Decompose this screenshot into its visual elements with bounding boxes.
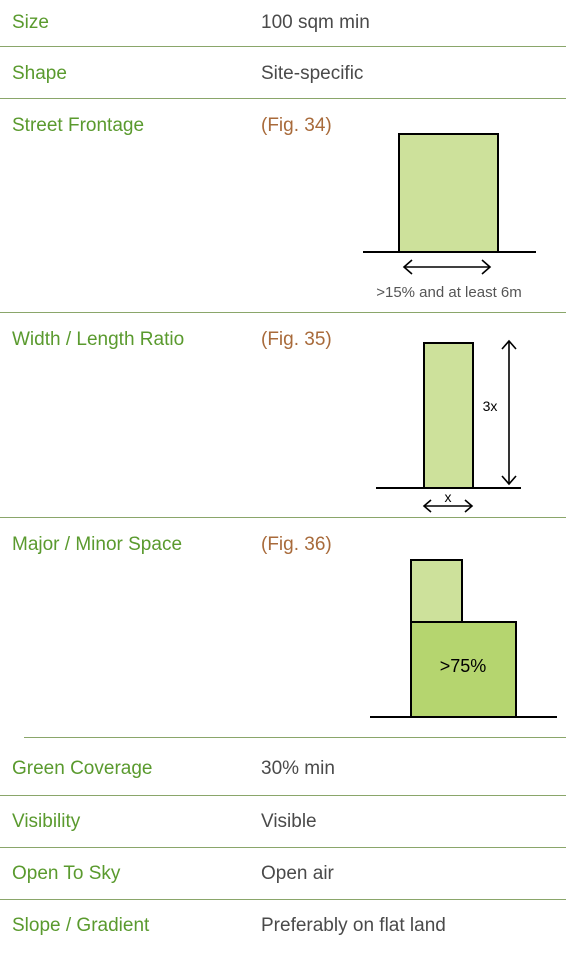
row-major-minor-space: Major / Minor Space (Fig. 36) >75% [0, 518, 566, 737]
figure-reference: (Fig. 36) [261, 534, 332, 555]
width-label: x [445, 489, 452, 505]
row-label: Shape [12, 63, 67, 84]
row-street-frontage: Street Frontage (Fig. 34) >15% and at le… [0, 99, 566, 312]
minor-space [410, 559, 463, 623]
figure-reference: (Fig. 35) [261, 329, 332, 350]
divider [0, 847, 566, 848]
major-space-percent: >75% [440, 656, 487, 676]
row-label: Street Frontage [12, 115, 145, 136]
row-value: Preferably on flat land [261, 915, 446, 936]
row-label: Visibility [12, 811, 81, 832]
row-value: 100 sqm min [261, 12, 370, 33]
row-label: Green Coverage [12, 758, 153, 779]
row-size: Size 100 sqm min [0, 0, 566, 46]
row-label: Major / Minor Space [12, 534, 183, 555]
height-label: 3x [483, 398, 498, 414]
divider [0, 98, 566, 99]
row-label: Size [12, 12, 49, 33]
arrow-head-bottom [501, 475, 517, 486]
figure-reference: (Fig. 34) [261, 115, 332, 136]
street-frontage-figure: >15% and at least 6m [363, 133, 536, 301]
arrow-head-left [402, 259, 413, 275]
divider [24, 737, 566, 738]
arrow-head-right [481, 259, 492, 275]
arrow-head-top [501, 339, 517, 350]
row-width-length-ratio: Width / Length Ratio (Fig. 35) 3x x [0, 313, 566, 517]
divider [0, 517, 566, 518]
major-space [410, 621, 517, 718]
row-value: Site-specific [261, 63, 364, 84]
row-label: Width / Length Ratio [12, 329, 185, 350]
row-label: Slope / Gradient [12, 915, 150, 936]
divider [0, 312, 566, 313]
row-shape: Shape Site-specific [0, 47, 566, 98]
divider [0, 899, 566, 900]
row-open-to-sky: Open To Sky Open air [0, 848, 566, 899]
divider [0, 46, 566, 47]
row-green-coverage: Green Coverage 30% min [0, 738, 566, 795]
row-visibility: Visibility Visible [0, 796, 566, 847]
divider [0, 795, 566, 796]
row-value: 30% min [261, 758, 335, 779]
arrow-head-left [422, 499, 432, 513]
width-length-figure: 3x x [376, 339, 521, 513]
row-value: Open air [261, 863, 334, 884]
frontage-annotation: >15% and at least 6m [376, 284, 522, 301]
plot-shape [398, 133, 499, 253]
row-slope-gradient: Slope / Gradient Preferably on flat land [0, 900, 566, 956]
plot-shape [423, 342, 474, 489]
row-value: Visible [261, 811, 317, 832]
major-minor-figure: >75% [370, 559, 557, 718]
row-label: Open To Sky [12, 863, 121, 884]
arrow-head-right [464, 499, 474, 513]
